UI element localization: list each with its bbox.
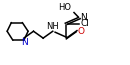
Text: Cl: Cl <box>80 19 89 28</box>
Text: NH: NH <box>46 22 59 31</box>
Text: N: N <box>21 38 28 47</box>
Text: HO: HO <box>58 3 72 12</box>
Text: O: O <box>78 27 85 36</box>
Text: N: N <box>80 13 87 22</box>
